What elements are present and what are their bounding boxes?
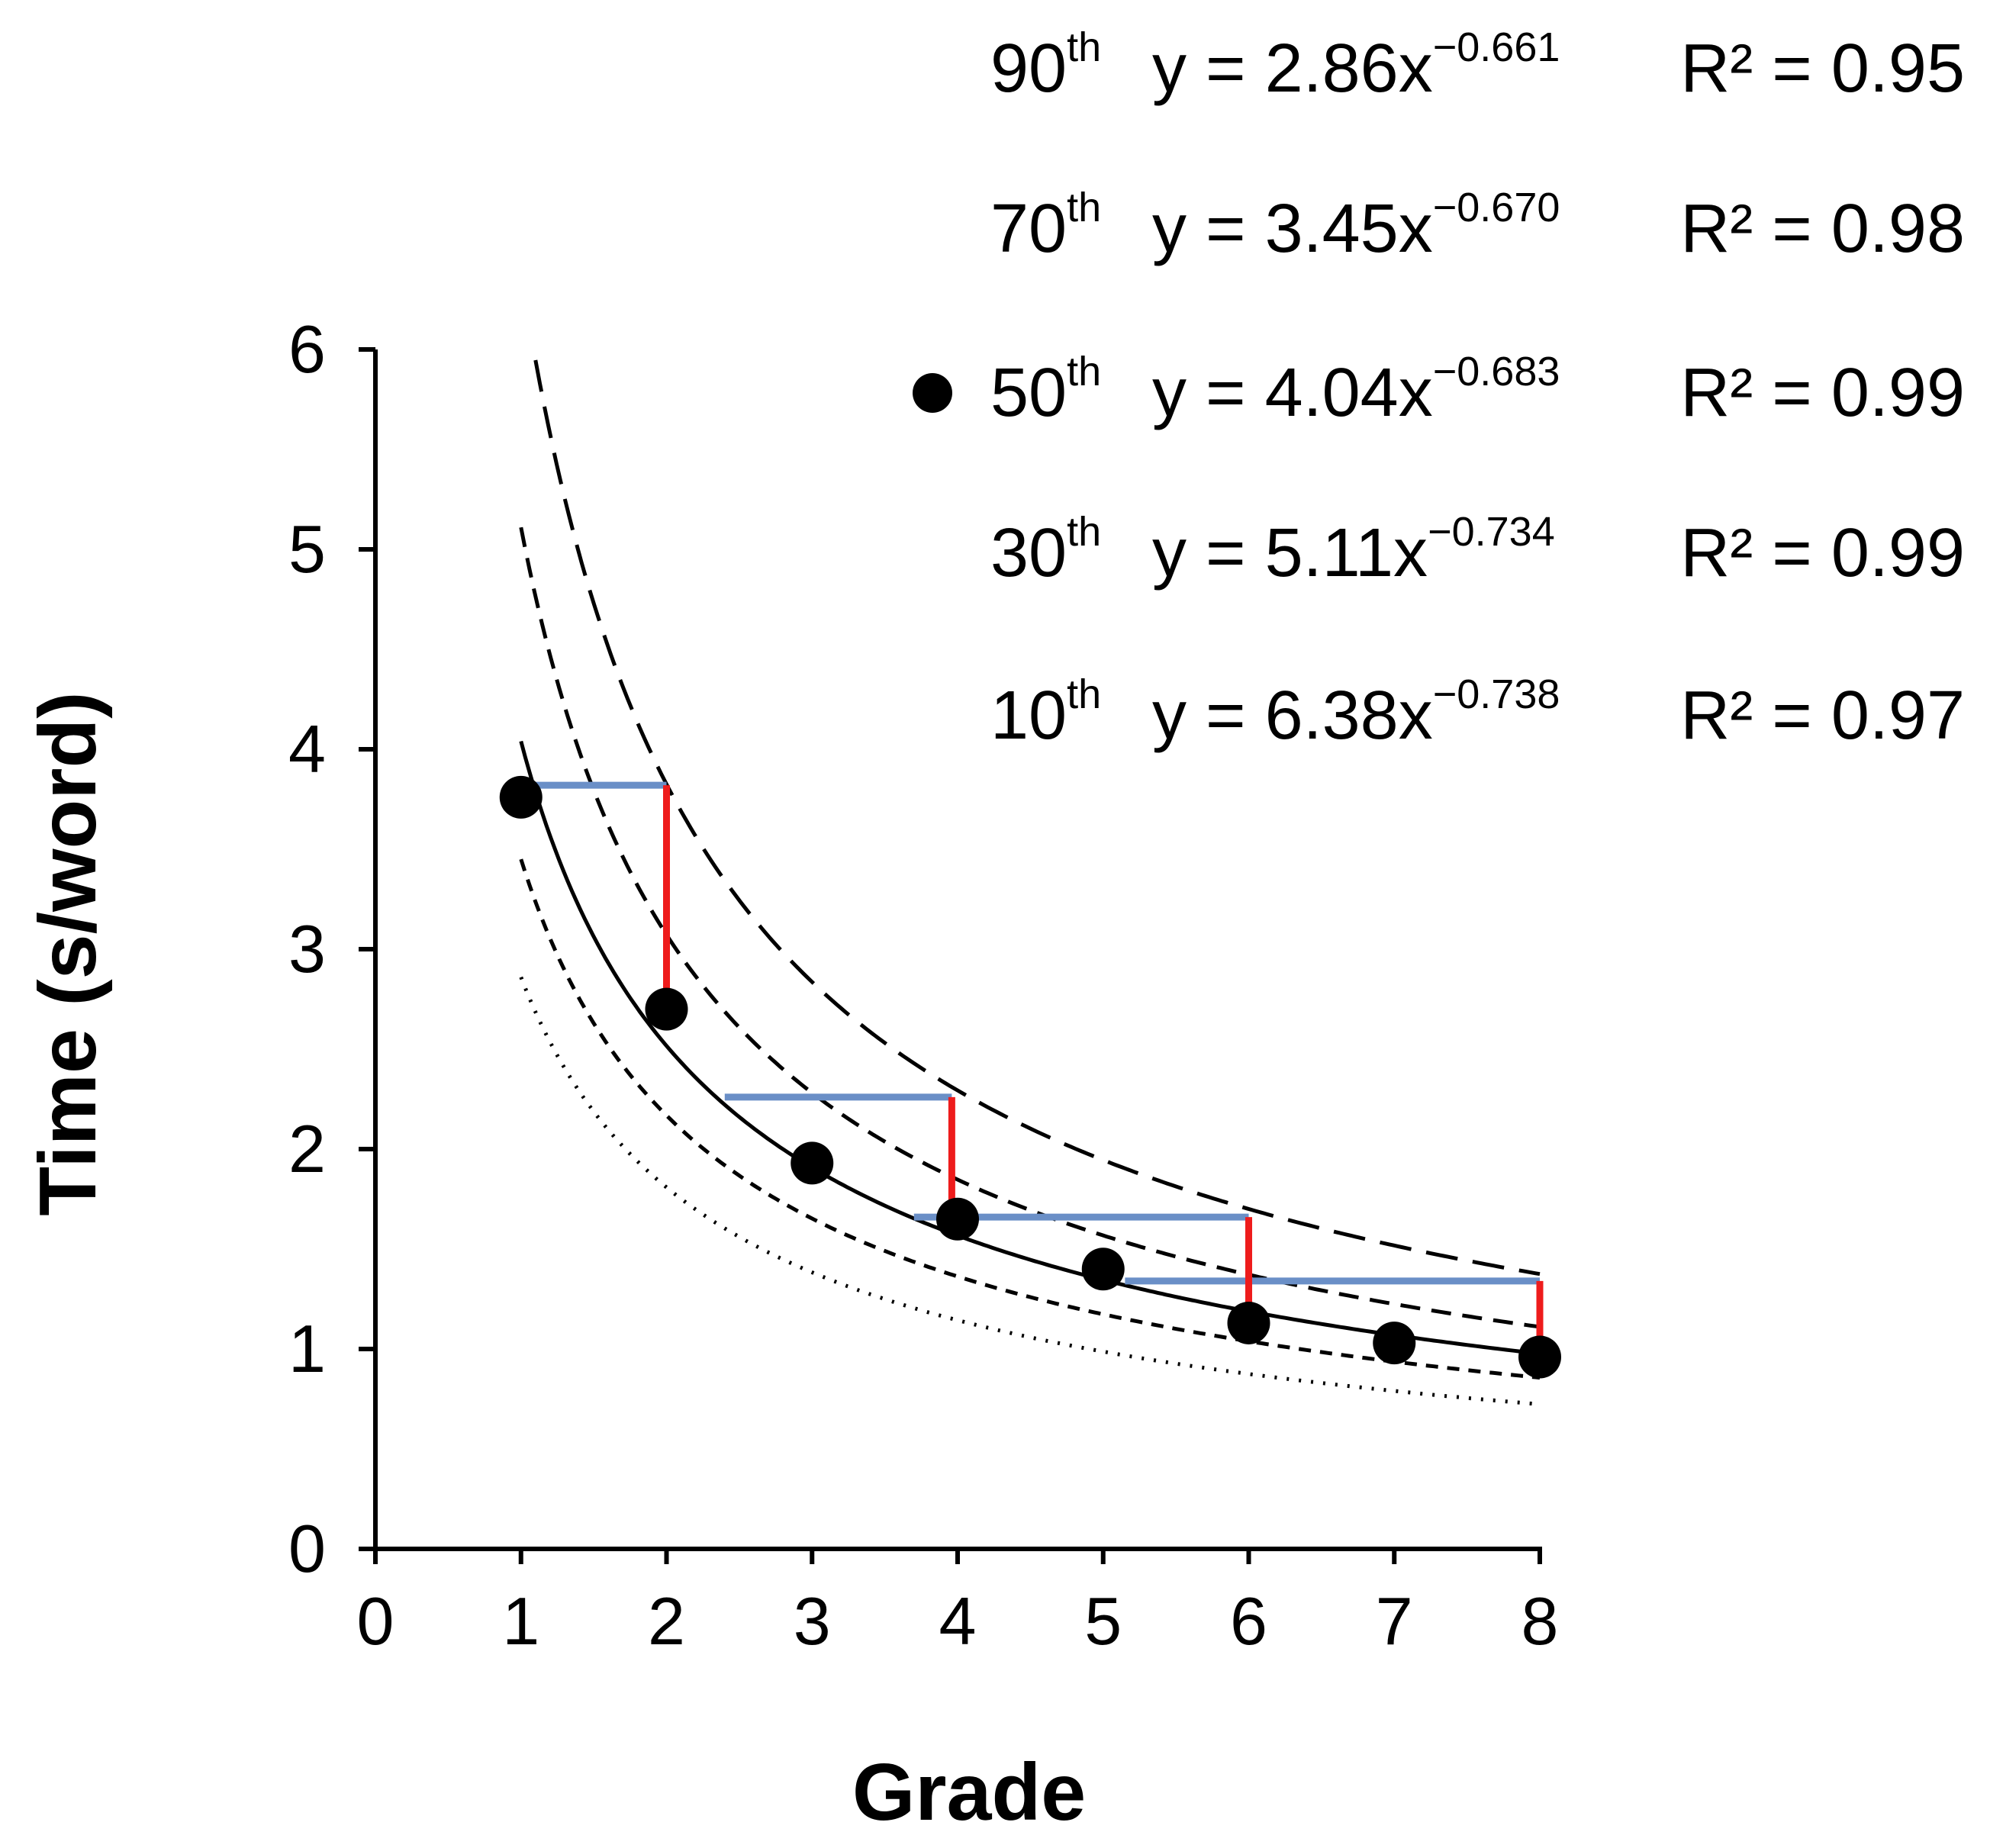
data-point-grade-8	[1518, 1335, 1561, 1379]
legend-marker-50th	[913, 373, 952, 413]
legend-entry-70th: 70th y = 3.45x−0.670 R² = 0.98	[990, 185, 1965, 267]
x-tick-label-0: 0	[357, 1583, 394, 1659]
data-points	[499, 775, 1561, 1379]
legend-entry-90th: 90th y = 2.86x−0.661 R² = 0.95	[990, 24, 1965, 107]
legend-label-30th: 30th	[990, 509, 1101, 591]
data-point-grade-3	[791, 1141, 834, 1185]
fit-curves	[519, 359, 1541, 1406]
data-point-grade-1	[499, 775, 543, 819]
legend-label-70th: 70th	[990, 185, 1101, 267]
legend-equation-70th: y = 3.45x−0.670	[1152, 185, 1560, 267]
legend-label-50th: 50th	[990, 349, 1101, 431]
x-tick-label-3: 3	[794, 1583, 831, 1659]
legend-equation-30th: y = 5.11x−0.734	[1152, 509, 1555, 591]
x-tick-label-8: 8	[1521, 1583, 1559, 1659]
data-point-grade-5	[1081, 1248, 1125, 1291]
x-tick-label-4: 4	[939, 1583, 977, 1659]
legend-label-90th: 90th	[990, 24, 1101, 107]
legend-r2-70th: R² = 0.98	[1680, 191, 1965, 267]
curve-70th	[519, 858, 1541, 1380]
legend-entry-10th: 10th y = 6.38x−0.738 R² = 0.97	[990, 671, 1965, 754]
legend-equation-90th: y = 2.86x−0.661	[1152, 24, 1560, 107]
x-tick-label-2: 2	[648, 1583, 685, 1659]
data-point-grade-4	[936, 1197, 979, 1241]
tick-labels: 0 1 2 3 4 5 6 0 1 2 3 4 5 6 7 8	[288, 311, 1558, 1659]
legend-equation-10th: y = 6.38x−0.738	[1152, 671, 1560, 754]
y-tick-label-6: 6	[288, 311, 326, 387]
y-axis-title: Time (s/word)	[23, 691, 113, 1215]
horizontal-segments	[535, 781, 1540, 1285]
axes	[359, 347, 1542, 1564]
x-tick-label-6: 6	[1230, 1583, 1267, 1659]
data-point-grade-7	[1373, 1322, 1416, 1365]
y-tick-label-3: 3	[288, 911, 326, 987]
legend-equation-50th: y = 4.04x−0.683	[1152, 349, 1560, 431]
curve-10th	[533, 359, 1541, 1277]
legend-r2-50th: R² = 0.99	[1680, 355, 1965, 431]
legend-entry-30th: 30th y = 5.11x−0.734 R² = 0.99	[990, 509, 1965, 591]
legend-entry-50th: 50th y = 4.04x−0.683 R² = 0.99	[913, 349, 1965, 431]
x-tick-label-5: 5	[1084, 1583, 1122, 1659]
y-tick-label-0: 0	[288, 1511, 326, 1586]
x-tick-label-1: 1	[502, 1583, 539, 1659]
y-tick-label-5: 5	[288, 511, 326, 587]
legend-label-10th: 10th	[990, 671, 1101, 754]
y-tick-label-2: 2	[288, 1111, 326, 1186]
curve-50th	[519, 740, 1541, 1356]
legend-r2-10th: R² = 0.97	[1680, 678, 1965, 754]
data-point-grade-6	[1227, 1301, 1270, 1344]
x-axis-title: Grade	[852, 1747, 1086, 1837]
x-tick-label-7: 7	[1376, 1583, 1413, 1659]
legend-r2-30th: R² = 0.99	[1680, 515, 1965, 591]
y-tick-label-4: 4	[288, 711, 326, 787]
data-point-grade-2	[645, 987, 688, 1031]
legend-r2-90th: R² = 0.95	[1680, 31, 1965, 107]
curve-30th	[519, 526, 1541, 1329]
y-tick-label-1: 1	[288, 1311, 326, 1386]
legend: 90th y = 2.86x−0.661 R² = 0.95 70th y = 3.45…	[913, 24, 1965, 754]
